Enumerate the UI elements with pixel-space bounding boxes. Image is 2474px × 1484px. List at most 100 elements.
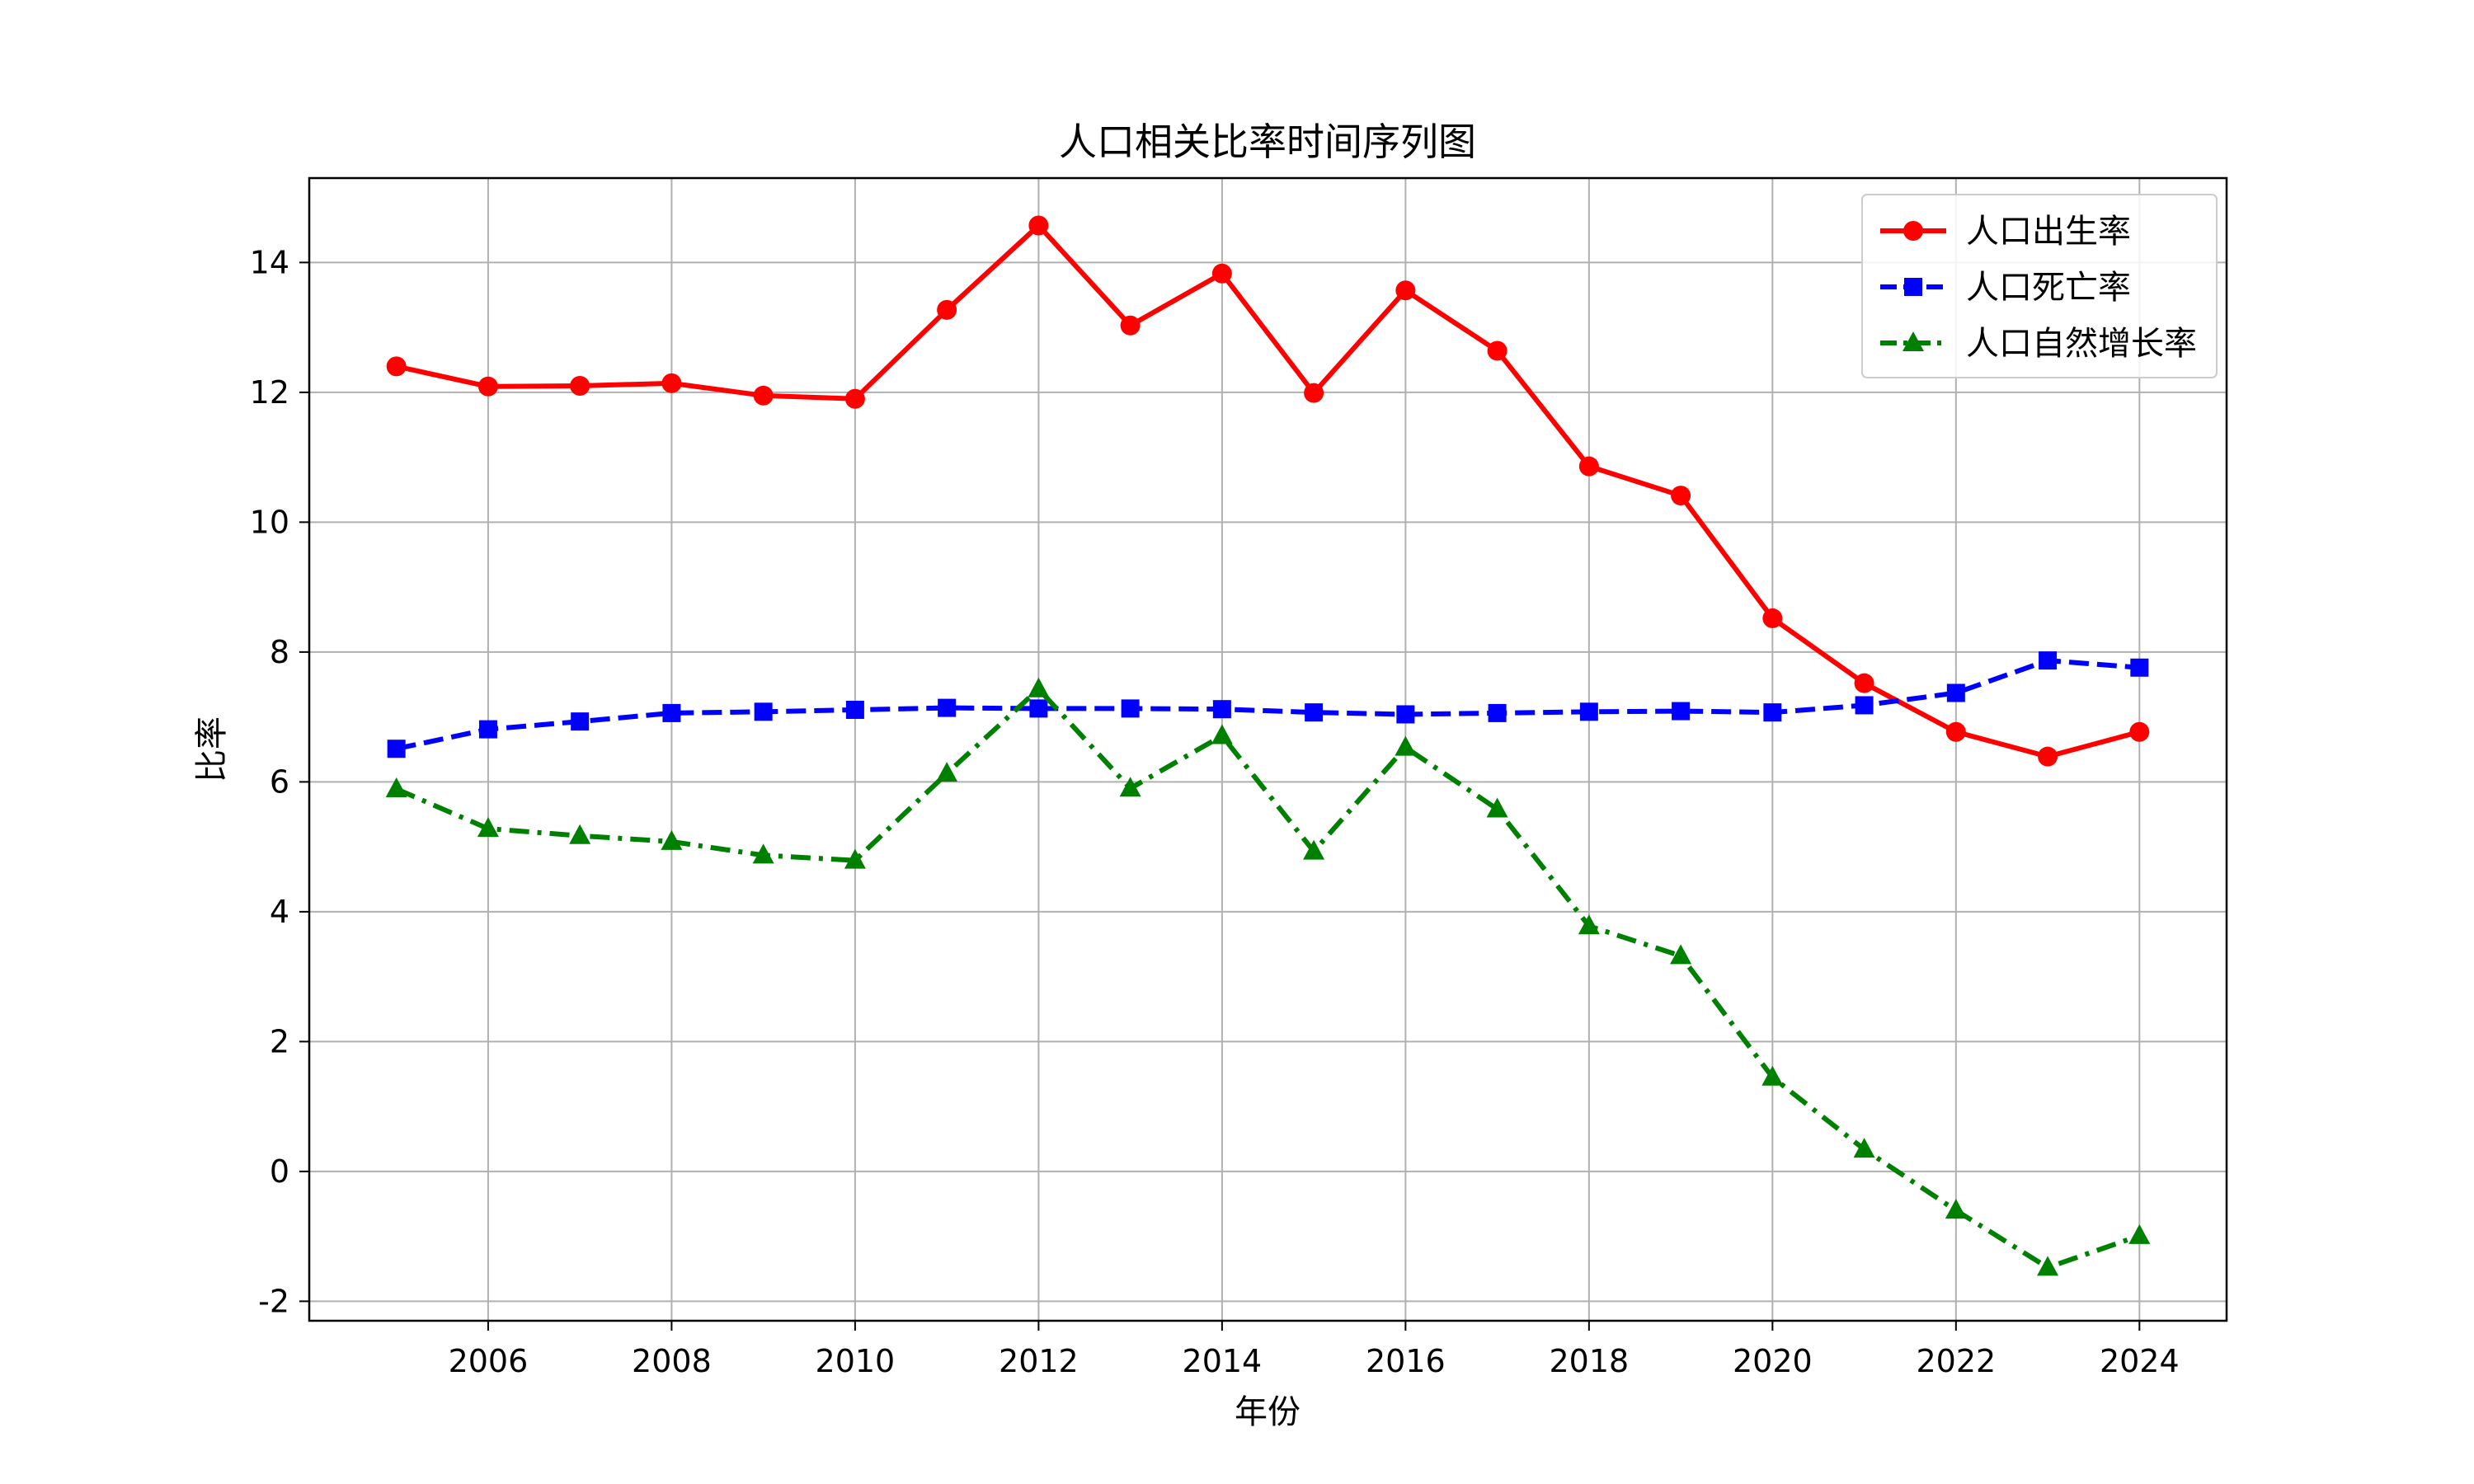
data-point — [1304, 383, 1324, 403]
data-point — [754, 702, 773, 721]
data-point — [1671, 486, 1691, 506]
data-point — [753, 385, 774, 406]
data-point — [1579, 702, 1598, 721]
data-point — [2129, 721, 2150, 742]
data-point — [1119, 777, 1141, 797]
data-point — [1946, 683, 1965, 702]
plot-frame — [308, 176, 2228, 1322]
x-axis: 2006 2008 2010 2012 2014 2016 2018 2020 2022 2024 — [449, 1321, 2180, 1379]
data-point — [2039, 651, 2058, 670]
data-point — [844, 848, 866, 869]
legend-marker — [1903, 331, 1924, 351]
y-tick-label: 10 — [250, 504, 289, 540]
series-line — [396, 658, 2140, 752]
data-point — [1853, 1138, 1875, 1158]
y-tick-label: -2 — [258, 1283, 289, 1319]
x-tick-label: 2022 — [1916, 1343, 1996, 1379]
data-point — [845, 700, 864, 719]
y-tick-label: 0 — [270, 1153, 289, 1190]
data-point — [569, 824, 591, 844]
legend-marker — [1903, 221, 1923, 241]
data-point — [1028, 215, 1049, 236]
x-tick-label: 2018 — [1549, 1343, 1629, 1379]
legend-box — [1861, 194, 2218, 378]
series-2 — [387, 651, 2149, 758]
y-tick-label: 6 — [270, 763, 289, 800]
legend-label: 人口死亡率 — [1966, 269, 2131, 307]
chart-title: 人口相关比率时间序列图 — [1059, 120, 1476, 164]
data-point — [844, 388, 865, 409]
data-point — [1212, 700, 1231, 719]
x-tick-label: 2014 — [1183, 1343, 1263, 1379]
y-axis-label: 比率 — [193, 716, 231, 782]
data-point — [2128, 1223, 2151, 1244]
data-point — [2038, 746, 2058, 767]
data-point — [1395, 735, 1417, 756]
data-point — [936, 762, 958, 782]
x-tick-label: 2006 — [449, 1343, 529, 1379]
data-point — [1855, 696, 1874, 715]
data-point — [937, 299, 957, 320]
y-axis: -2 0 2 4 6 8 10 12 14 — [250, 244, 309, 1319]
x-axis-label: 年份 — [1235, 1393, 1300, 1431]
data-point — [938, 698, 957, 717]
data-point — [1029, 699, 1048, 718]
data-point — [2130, 658, 2149, 677]
x-tick-label: 2024 — [2100, 1343, 2180, 1379]
data-point — [478, 720, 497, 739]
series-1 — [386, 215, 2150, 767]
data-point — [1211, 724, 1233, 744]
data-point — [661, 829, 683, 850]
series-3 — [385, 677, 2151, 1276]
data-point — [752, 843, 774, 864]
data-point — [662, 703, 681, 722]
x-tick-label: 2008 — [632, 1343, 712, 1379]
data-point — [477, 817, 499, 838]
y-tick-label: 8 — [270, 634, 289, 670]
data-point — [1761, 1065, 1784, 1086]
data-point — [661, 373, 682, 393]
data-point — [1763, 703, 1782, 722]
data-point — [1945, 721, 1966, 742]
legend-item: 人口死亡率 — [1880, 269, 2131, 307]
data-point — [1395, 280, 1416, 301]
legend-item: 人口出生率 — [1880, 213, 2131, 251]
legend-label: 人口自然增长率 — [1966, 325, 2197, 363]
data-point — [1303, 839, 1325, 860]
data-point — [1670, 944, 1692, 965]
data-point — [1120, 315, 1141, 336]
y-tick-label: 2 — [270, 1023, 289, 1059]
data-point — [387, 740, 406, 758]
data-point — [570, 376, 590, 396]
data-point — [1578, 914, 1600, 935]
data-point — [1028, 677, 1050, 697]
data-point — [1854, 673, 1874, 693]
legend-label: 人口出生率 — [1966, 213, 2131, 251]
data-point — [2037, 1256, 2059, 1276]
data-point — [1211, 263, 1232, 284]
y-tick-label: 14 — [250, 244, 289, 280]
legend-marker — [1904, 278, 1922, 296]
data-point — [1945, 1199, 1967, 1219]
data-point — [477, 376, 498, 397]
series-layer — [385, 215, 2151, 1276]
data-point — [1121, 699, 1140, 718]
x-tick-label: 2020 — [1733, 1343, 1813, 1379]
data-point — [385, 777, 407, 798]
x-tick-label: 2012 — [999, 1343, 1079, 1379]
data-point — [1672, 702, 1691, 721]
data-point — [386, 356, 407, 377]
x-tick-label: 2010 — [816, 1343, 896, 1379]
data-point — [1396, 705, 1415, 724]
data-point — [1487, 340, 1507, 361]
data-point — [1305, 703, 1324, 722]
series-line — [396, 223, 2141, 759]
y-tick-label: 4 — [270, 894, 289, 930]
series-line — [395, 686, 2141, 1270]
data-point — [571, 712, 590, 731]
y-tick-label: 12 — [250, 374, 289, 411]
x-tick-label: 2016 — [1366, 1343, 1446, 1379]
data-point — [1578, 456, 1599, 477]
data-point — [1762, 608, 1783, 628]
